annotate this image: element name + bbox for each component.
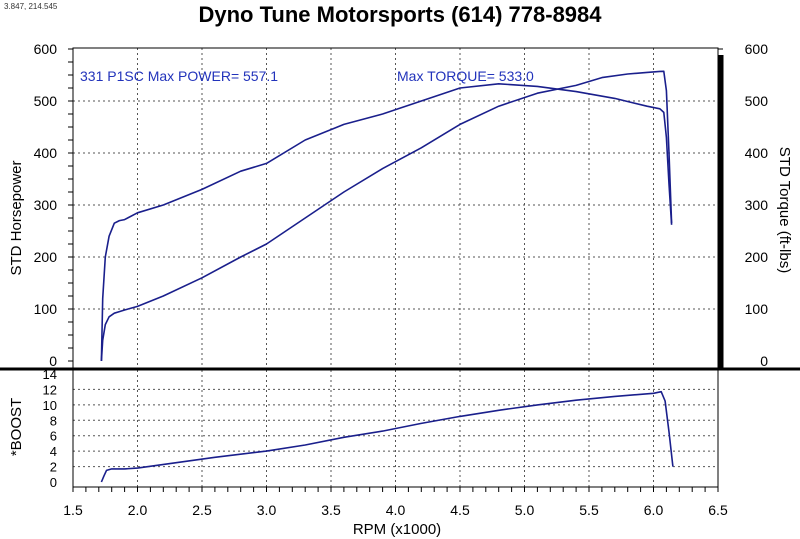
horsepower-curve [100,70,673,362]
y-tick-label-right: 0 [760,353,768,369]
x-tick-label: 5.5 [579,502,599,518]
y-tick-label-right: 500 [745,93,769,109]
x-tick-label: 2.0 [128,502,148,518]
x-tick-label: 6.0 [644,502,664,518]
y-axis-label-torque: STD Torque (ft-lbs) [776,147,793,273]
x-tick-label: 1.5 [63,502,83,518]
x-tick-label: 4.5 [450,502,470,518]
y-tick-label-left: 300 [34,197,58,213]
x-tick-label: 6.5 [708,502,728,518]
y-tick-label-left: 200 [34,249,58,265]
y-tick-label-left: 0 [49,353,57,369]
y-tick-label-right: 200 [745,249,769,265]
y-tick-label-right: 300 [745,197,769,213]
y-tick-label-right: 100 [745,301,769,317]
max-torque-annotation: Max TORQUE= 533.0 [397,68,534,84]
y-tick-label-right: 400 [745,145,769,161]
boost-tick-label: 14 [43,367,57,382]
y-tick-label-left: 500 [34,93,58,109]
x-tick-label: 5.0 [515,502,535,518]
cursor-coordinates: 3.847, 214.545 [4,2,58,11]
boost-tick-label: 4 [50,444,57,459]
boost-tick-label: 0 [50,475,57,490]
boost-tick-label: 12 [43,382,57,397]
gridlines-power-torque [73,48,718,367]
boost-tick-label: 8 [50,413,57,428]
x-tick-label: 4.0 [386,502,406,518]
y-tick-label-left: 600 [34,41,58,57]
x-tick-label: 2.5 [192,502,212,518]
y-axis-label-boost: *BOOST [8,398,25,456]
boost-tick-label: 2 [50,460,57,475]
plot-frame [0,47,800,488]
x-axis-label-rpm: RPM (x1000) [353,521,441,538]
chart-title: Dyno Tune Motorsports (614) 778-8984 [198,2,602,27]
boost-tick-label: 6 [50,429,57,444]
y-axis-label-horsepower: STD Horsepower [8,160,25,275]
torque-curve [100,83,673,362]
y-tick-label-left: 100 [34,301,58,317]
x-tick-label: 3.5 [321,502,341,518]
boost-tick-label: 10 [43,398,57,413]
boost-curve [100,390,674,483]
y-tick-label-right: 600 [745,41,769,57]
x-tick-label: 3.0 [257,502,277,518]
max-power-annotation: 331 P1SC Max POWER= 557.1 [80,68,278,84]
y-tick-label-left: 400 [34,145,58,161]
data-curves [100,70,674,483]
